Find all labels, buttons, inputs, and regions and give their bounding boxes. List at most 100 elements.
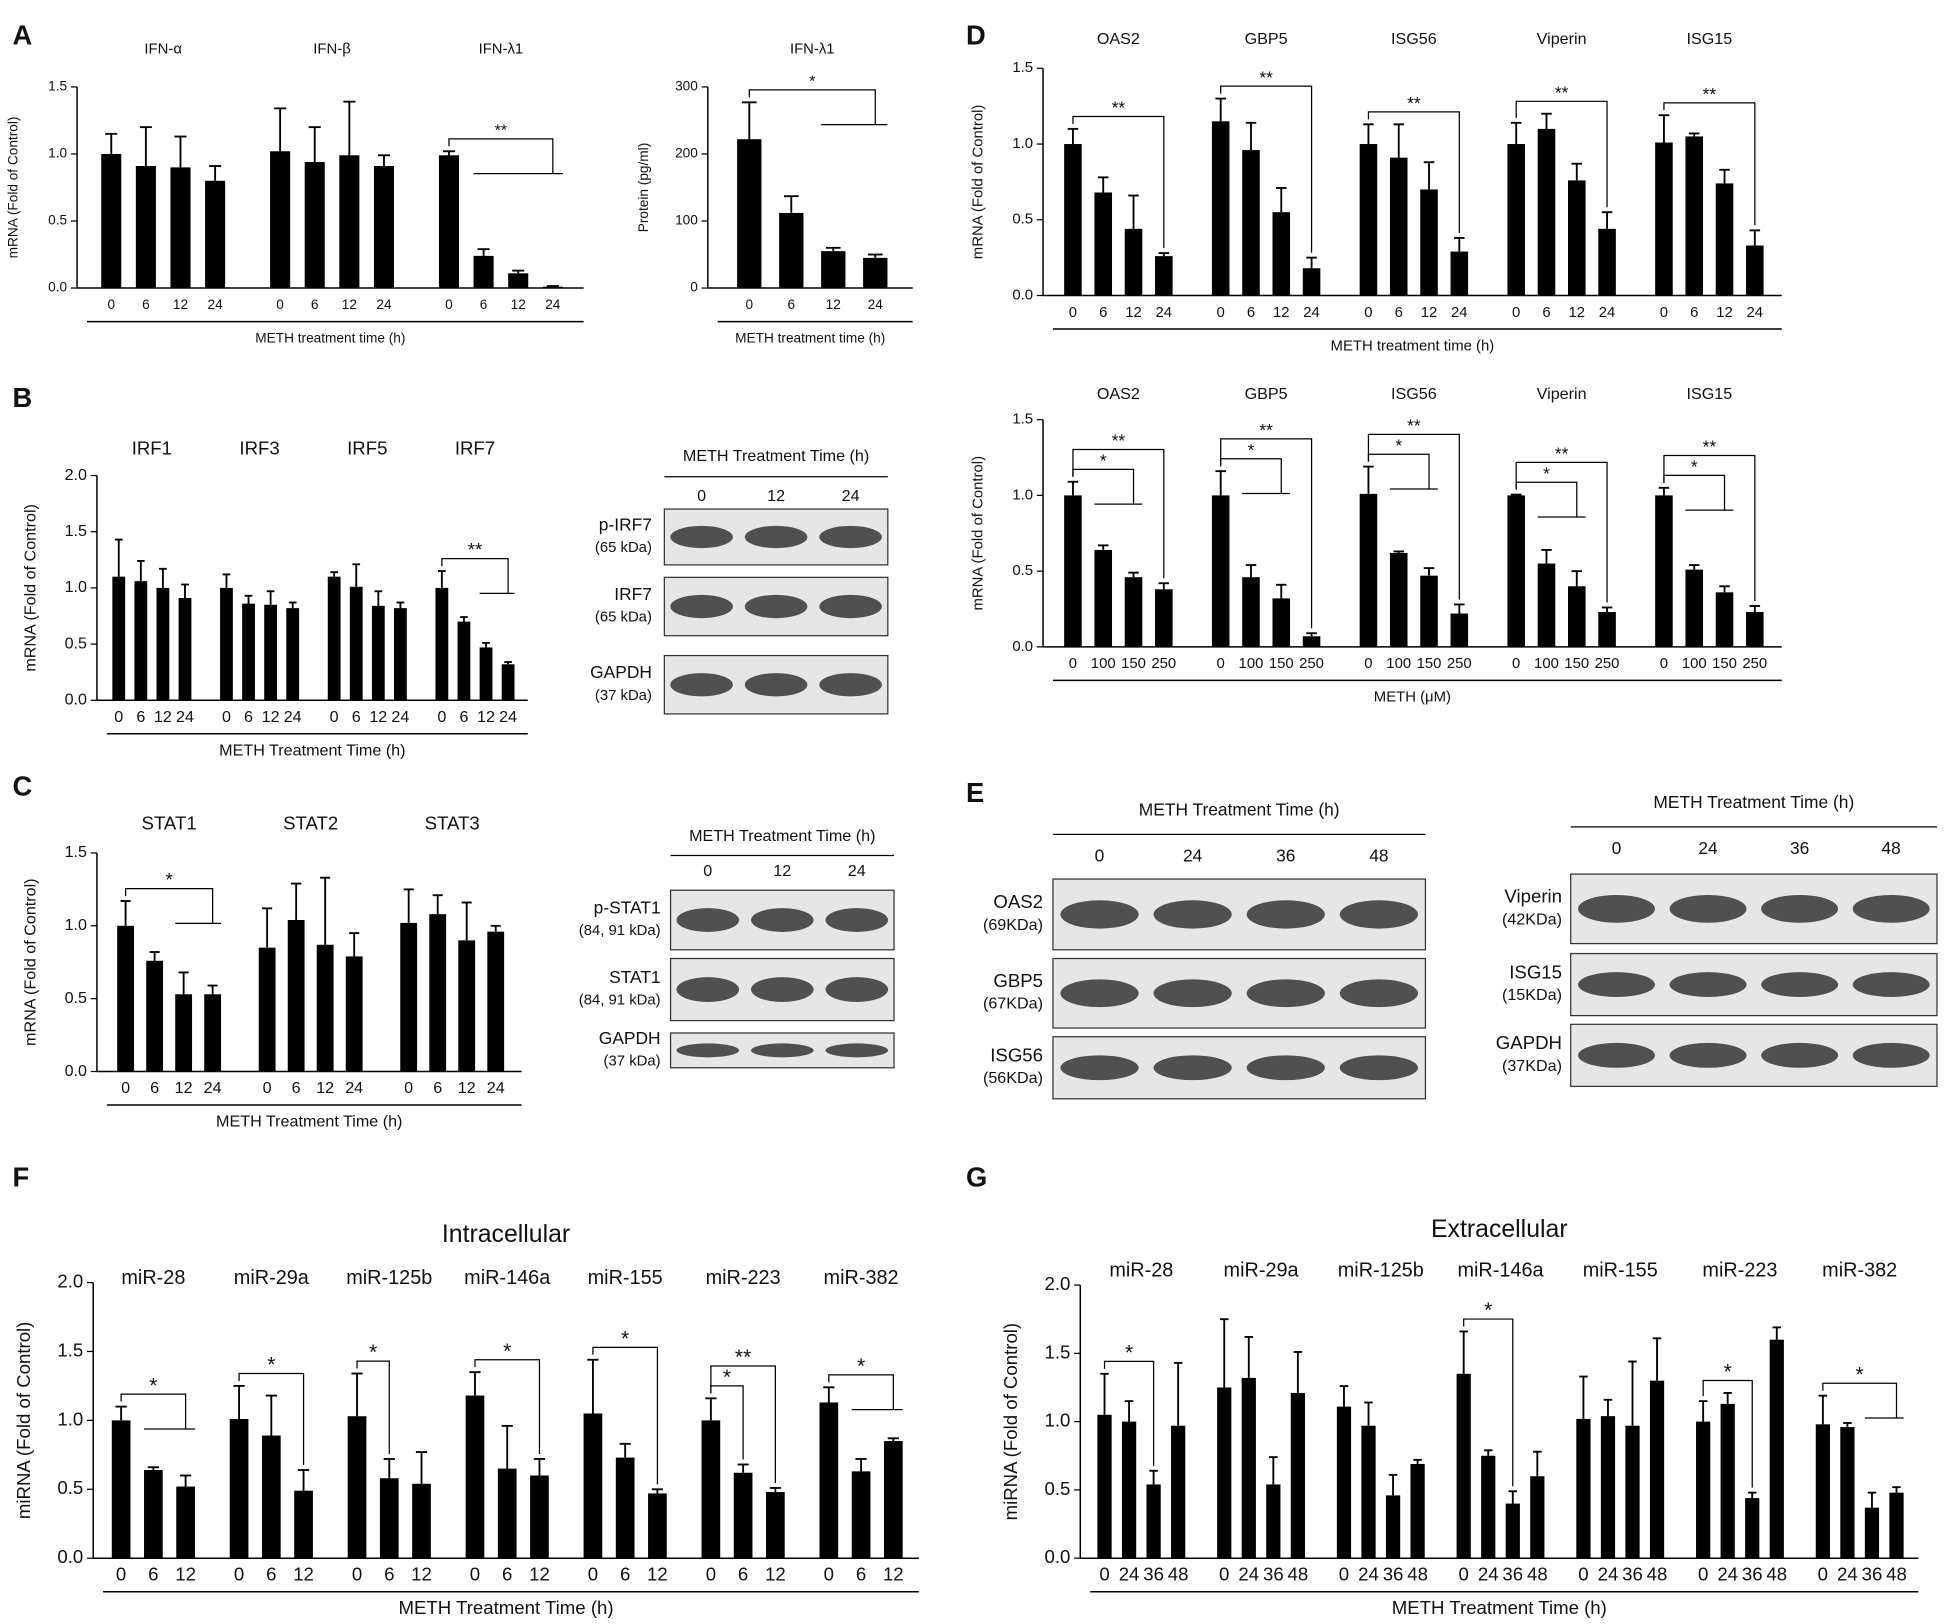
lane-label: 0 xyxy=(697,487,706,505)
bar xyxy=(264,604,278,701)
bar xyxy=(583,1413,603,1559)
bar xyxy=(175,994,193,1072)
y-tick-label: 2.0 xyxy=(1044,1273,1070,1294)
x-tick-label: 6 xyxy=(150,1079,159,1097)
x-tick-label: 0 xyxy=(745,297,753,312)
y-tick-label: 1.0 xyxy=(48,146,67,161)
protein-size: (67KDa) xyxy=(983,995,1043,1013)
bar xyxy=(819,1402,839,1559)
x-tick-label: 12 xyxy=(477,708,495,726)
x-tick-label: 6 xyxy=(1247,305,1255,321)
bar xyxy=(1361,1425,1376,1559)
protein-size: (84, 91 kDa) xyxy=(579,993,661,1009)
bar xyxy=(1155,256,1173,296)
blot-band xyxy=(825,1043,889,1058)
bar xyxy=(1302,636,1321,647)
bar xyxy=(501,664,515,701)
x-tick-label: 0 xyxy=(706,1563,716,1584)
protein-size: (84, 91 kDa) xyxy=(579,923,661,939)
group-name: STAT3 xyxy=(425,812,480,833)
x-axis-label: METH treatment time (h) xyxy=(735,331,885,346)
group-name: STAT1 xyxy=(142,812,197,833)
blot-band xyxy=(1852,894,1930,923)
x-tick-label: 24 xyxy=(1717,1563,1738,1584)
x-tick-label: 24 xyxy=(1598,1563,1619,1584)
protein-name: ISG56 xyxy=(990,1045,1043,1066)
x-tick-label: 150 xyxy=(1564,656,1589,672)
blot-band xyxy=(1852,1042,1930,1068)
bar xyxy=(435,587,449,701)
significance-label: * xyxy=(1691,457,1698,477)
protein-size: (65 kDa) xyxy=(595,610,652,626)
y-tick-label: 0.5 xyxy=(1044,1478,1070,1499)
significance-bracket xyxy=(1103,1360,1155,1466)
bar xyxy=(497,1468,517,1559)
blot-band xyxy=(744,673,808,697)
x-tick-label: 24 xyxy=(868,297,884,312)
blot-band xyxy=(1669,972,1747,997)
blot-band xyxy=(1339,1055,1418,1081)
bar xyxy=(1450,251,1469,296)
bar xyxy=(261,1435,281,1559)
y-tick-label: 1.5 xyxy=(1044,1341,1070,1362)
group-name: miR-223 xyxy=(1702,1260,1777,1282)
x-tick-label: 0 xyxy=(824,1563,834,1584)
x-tick-label: 0 xyxy=(1459,1563,1469,1584)
y-tick-label: 1.0 xyxy=(65,578,87,596)
x-tick-label: 6 xyxy=(433,1079,442,1097)
bar xyxy=(508,273,529,289)
blot-band xyxy=(1153,1055,1232,1081)
bar xyxy=(1745,1498,1760,1559)
bar xyxy=(379,1478,399,1559)
group-name: miR-146a xyxy=(1457,1260,1544,1282)
bar xyxy=(863,257,888,289)
bar xyxy=(111,1420,131,1559)
x-tick-label: 0 xyxy=(470,1563,480,1584)
lane-label: 24 xyxy=(1698,838,1718,858)
x-tick-label: 36 xyxy=(1742,1563,1763,1584)
bar xyxy=(530,1475,549,1559)
bar xyxy=(701,1420,721,1559)
x-tick-label: 6 xyxy=(480,297,488,312)
lane-label: 48 xyxy=(1369,845,1388,865)
x-tick-label: 0 xyxy=(234,1563,244,1584)
blot-header: METH Treatment Time (h) xyxy=(1653,792,1854,812)
bar xyxy=(1242,577,1260,647)
x-tick-label: 100 xyxy=(1682,656,1707,672)
x-tick-label: 100 xyxy=(1091,656,1116,672)
group-name: miR-223 xyxy=(706,1267,781,1289)
bar xyxy=(345,956,363,1072)
panel-label: D xyxy=(966,19,986,50)
lane-label: 36 xyxy=(1790,838,1809,858)
protein-name: OAS2 xyxy=(993,891,1043,912)
bar xyxy=(465,1395,485,1559)
x-tick-label: 24 xyxy=(1599,305,1616,321)
x-tick-label: 24 xyxy=(204,1079,222,1097)
bar xyxy=(1389,552,1408,647)
significance-label: * xyxy=(857,1355,865,1378)
significance-bracket xyxy=(1822,1382,1904,1419)
x-tick-label: 250 xyxy=(1447,656,1472,672)
blot-band xyxy=(1246,979,1325,1008)
bar xyxy=(1598,612,1616,647)
x-tick-label: 48 xyxy=(1766,1563,1787,1584)
x-tick-label: 24 xyxy=(391,708,409,726)
x-tick-label: 0 xyxy=(588,1563,598,1584)
blot-band xyxy=(670,673,733,697)
y-tick-label: 0.0 xyxy=(1044,1546,1070,1567)
x-tick-label: 0 xyxy=(1069,656,1077,672)
bar xyxy=(1171,1425,1186,1559)
blot-band xyxy=(825,908,889,932)
x-tick-label: 12 xyxy=(647,1563,668,1584)
significance-bracket xyxy=(1515,100,1608,208)
group-name: miR-155 xyxy=(588,1267,663,1289)
x-tick-label: 24 xyxy=(376,297,392,312)
bar xyxy=(135,166,156,289)
x-tick-label: 0 xyxy=(1512,656,1520,672)
y-tick-label: 0.0 xyxy=(1012,287,1033,303)
significance-bracket xyxy=(1072,115,1165,249)
bar xyxy=(1567,586,1586,647)
x-tick-label: 12 xyxy=(458,1079,476,1097)
x-tick-label: 12 xyxy=(293,1563,314,1584)
y-tick-label: 0 xyxy=(690,280,698,295)
